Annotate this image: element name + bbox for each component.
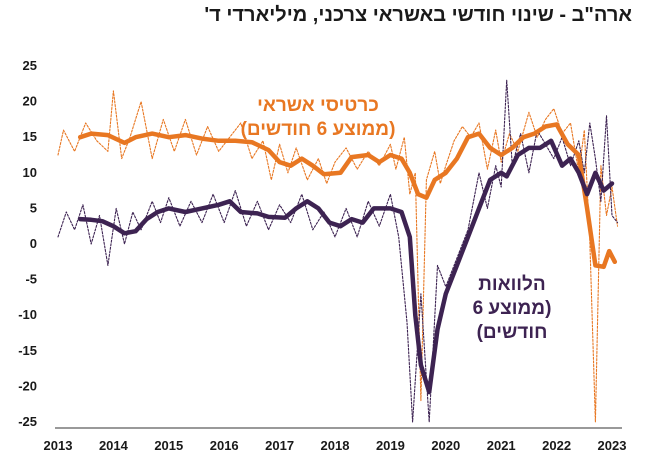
x-tick-label: 2018 — [321, 438, 350, 453]
series-label-line: (ממוצע 6 חודשים) — [241, 119, 396, 140]
series-label-line: כרטיסי אשראי — [257, 95, 379, 116]
series-line-monthly — [57, 90, 619, 423]
y-tick-label: -15 — [18, 343, 37, 358]
x-tick-label: 2020 — [431, 438, 460, 453]
chart-title: ארה"ב - שינוי חודשי באשראי צרכני, מיליאר… — [204, 4, 632, 26]
y-tick-label: -25 — [18, 414, 37, 429]
x-tick-label: 2017 — [265, 438, 294, 453]
x-tick-label: 2014 — [99, 438, 129, 453]
x-tick-label: 2016 — [210, 438, 239, 453]
series-label-line: (ממוצע 6 — [473, 298, 552, 319]
x-tick-label: 2013 — [44, 438, 73, 453]
y-tick-label: 20 — [23, 94, 37, 109]
series-label-line: חודשים) — [477, 322, 548, 343]
x-tick-label: 2015 — [154, 438, 183, 453]
x-tick-label: 2021 — [487, 438, 516, 453]
series-label-line: הלוואות — [478, 274, 546, 295]
y-tick-label: 0 — [30, 236, 37, 251]
y-tick-label: -5 — [25, 272, 37, 287]
y-tick-label: -20 — [18, 378, 37, 393]
series-line-average — [77, 138, 615, 395]
x-tick-label: 2022 — [542, 438, 571, 453]
series-labels: כרטיסי אשראי (ממוצע 6 חודשים) הלוואות (ממוצ… — [241, 95, 552, 343]
series-layer — [57, 79, 619, 423]
y-tick-label: -10 — [18, 307, 37, 322]
series-line-monthly — [57, 79, 619, 423]
x-tick-label: 2019 — [376, 438, 405, 453]
series-line-average — [77, 122, 618, 270]
x-tick-label: 2023 — [598, 438, 627, 453]
y-tick-label: 10 — [23, 165, 37, 180]
series-label: כרטיסי אשראי (ממוצע 6 חודשים) — [241, 95, 396, 140]
y-tick-label: 5 — [30, 200, 37, 215]
series-label: הלוואות (ממוצע 6 חודשים) — [473, 274, 552, 343]
y-tick-label: 25 — [23, 58, 37, 73]
y-tick-label: 15 — [23, 129, 37, 144]
